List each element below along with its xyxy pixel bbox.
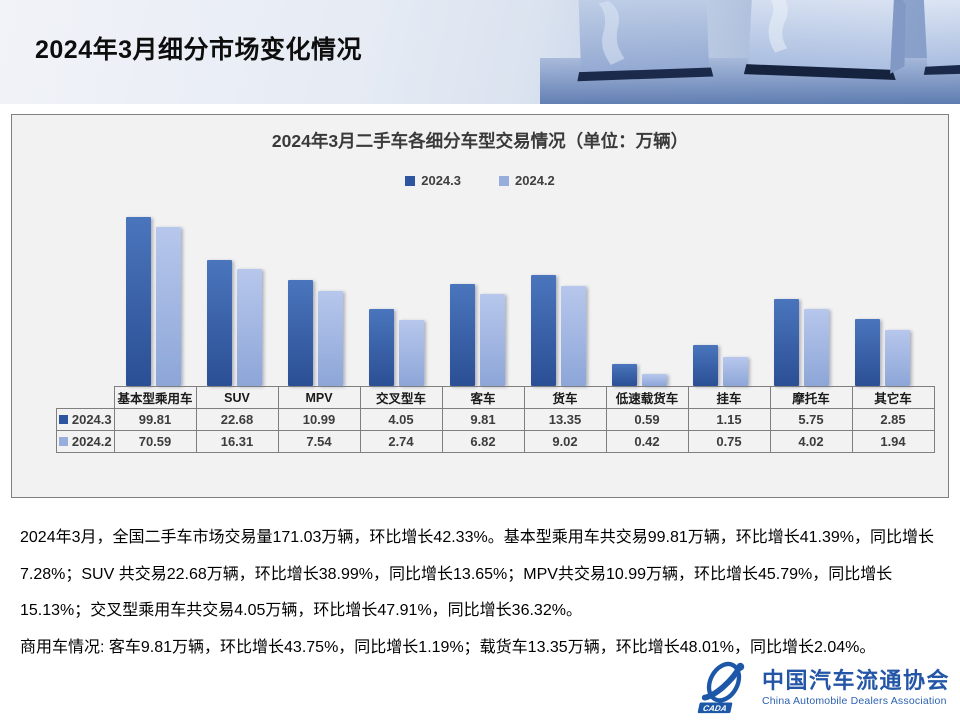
bar-2024.2-基本型乘用车 [156, 227, 181, 386]
bar-2024.3-客车 [450, 284, 475, 386]
value-cell: 6.82 [441, 430, 525, 453]
org-logo: CADA 中国汽车流通协会 China Automobile Dealers A… [695, 661, 950, 715]
table-header-row: 基本型乘用车 SUV MPV 交叉型车 客车 货车 低速载货车 挂车 摩托车 其它车 [57, 386, 935, 409]
bar-2024.3-交叉型车 [369, 309, 394, 386]
legend-item-2024.3: 2024.3 [405, 173, 461, 188]
page-title: 2024年3月细分市场变化情况 [35, 36, 363, 64]
table-row-2024.2: 2024.2 70.59 16.31 7.54 2.74 6.82 9.02 0.42 0.75… [56, 430, 935, 453]
body-paragraph: 商用车情况: 客车9.81万辆，环比增长43.75%，同比增长1.19%；载货车… [20, 638, 876, 656]
value-cell: 2.74 [359, 430, 443, 453]
bar-2024.2-交叉型车 [399, 320, 424, 386]
table-corner-cell [57, 387, 115, 409]
value-cell: 4.05 [359, 408, 443, 431]
row-label: 2024.3 [56, 408, 115, 431]
legend-item-2024.2: 2024.2 [499, 173, 555, 188]
column-header: 交叉型车 [359, 386, 443, 409]
bar-2024.3-低速载货车 [612, 364, 637, 386]
legend-label: 2024.2 [515, 173, 555, 188]
org-name-en: China Automobile Dealers Association [761, 694, 947, 707]
value-cell: 9.02 [523, 430, 607, 453]
legend-label: 2024.3 [421, 173, 461, 188]
bar-plot [12, 115, 948, 497]
value-cell: 7.54 [277, 430, 361, 453]
body-paragraph: 2024年3月，全国二手车市场交易量171.03万辆，环比增长42.33%。基本… [20, 529, 935, 619]
svg-text:CADA: CADA [702, 704, 728, 713]
value-cell: 10.99 [277, 408, 361, 431]
bar-2024.2-MPV [318, 291, 343, 386]
value-cell: 0.59 [605, 408, 689, 431]
row-label: 2024.2 [56, 430, 115, 453]
column-header: 其它车 [851, 386, 935, 409]
bar-2024.3-SUV [207, 260, 232, 386]
value-cell: 0.42 [605, 430, 689, 453]
table-row-2024.3: 2024.3 99.81 22.68 10.99 4.05 9.81 13.35 0.59 1.… [56, 408, 935, 431]
column-header: SUV [195, 386, 279, 409]
bar-2024.2-低速载货车 [642, 374, 667, 386]
value-cell: 22.68 [195, 408, 279, 431]
cada-emblem-icon: CADA [697, 661, 745, 713]
cubes-decoration [540, 0, 960, 104]
column-header: MPV [277, 386, 361, 409]
value-cell: 4.02 [769, 430, 853, 453]
value-cell: 1.94 [851, 430, 935, 453]
column-header: 低速载货车 [605, 386, 689, 409]
column-header: 挂车 [687, 386, 771, 409]
value-cell: 0.75 [687, 430, 771, 453]
bar-2024.2-其它车 [885, 330, 910, 386]
bar-2024.3-挂车 [693, 345, 718, 386]
chart-data-table: 基本型乘用车 SUV MPV 交叉型车 客车 货车 低速载货车 挂车 摩托车 其它车 2024.3 9… [56, 386, 935, 453]
bar-2024.2-客车 [480, 294, 505, 386]
chart-panel: 2024年3月二手车各细分车型交易情况（单位：万辆） 2024.3 2024.2 … [11, 114, 949, 498]
value-cell: 5.75 [769, 408, 853, 431]
bar-2024.3-其它车 [855, 319, 880, 386]
bar-2024.3-MPV [288, 280, 313, 386]
bar-2024.2-摩托车 [804, 309, 829, 386]
value-cell: 2.85 [851, 408, 935, 431]
chart-legend: 2024.3 2024.2 [12, 173, 948, 188]
bar-2024.2-货车 [561, 286, 586, 386]
value-cell: 9.81 [441, 408, 525, 431]
header-band: 2024年3月细分市场变化情况 [0, 0, 960, 104]
legend-swatch-icon [405, 175, 416, 186]
bar-2024.3-摩托车 [774, 299, 799, 386]
value-cell: 1.15 [687, 408, 771, 431]
bar-2024.3-基本型乘用车 [126, 217, 151, 386]
legend-swatch-icon [499, 175, 509, 186]
bar-2024.2-SUV [237, 269, 262, 386]
chart-title: 2024年3月二手车各细分车型交易情况（单位：万辆） [271, 131, 689, 151]
bar-2024.3-货车 [531, 275, 556, 386]
bar-2024.2-挂车 [723, 357, 748, 386]
column-header: 货车 [523, 386, 607, 409]
value-cell: 70.59 [113, 430, 197, 453]
column-header: 客车 [441, 386, 525, 409]
value-cell: 16.31 [195, 430, 279, 453]
org-name-cn: 中国汽车流通协会 [761, 668, 950, 694]
series-swatch-icon [58, 415, 68, 424]
value-cell: 13.35 [523, 408, 607, 431]
column-header: 摩托车 [769, 386, 853, 409]
column-header: 基本型乘用车 [113, 386, 197, 409]
series-swatch-icon [58, 437, 68, 446]
summary-text: 2024年3月，全国二手车市场交易量171.03万辆，环比增长42.33%。基本… [20, 520, 944, 666]
value-cell: 99.81 [113, 408, 197, 431]
